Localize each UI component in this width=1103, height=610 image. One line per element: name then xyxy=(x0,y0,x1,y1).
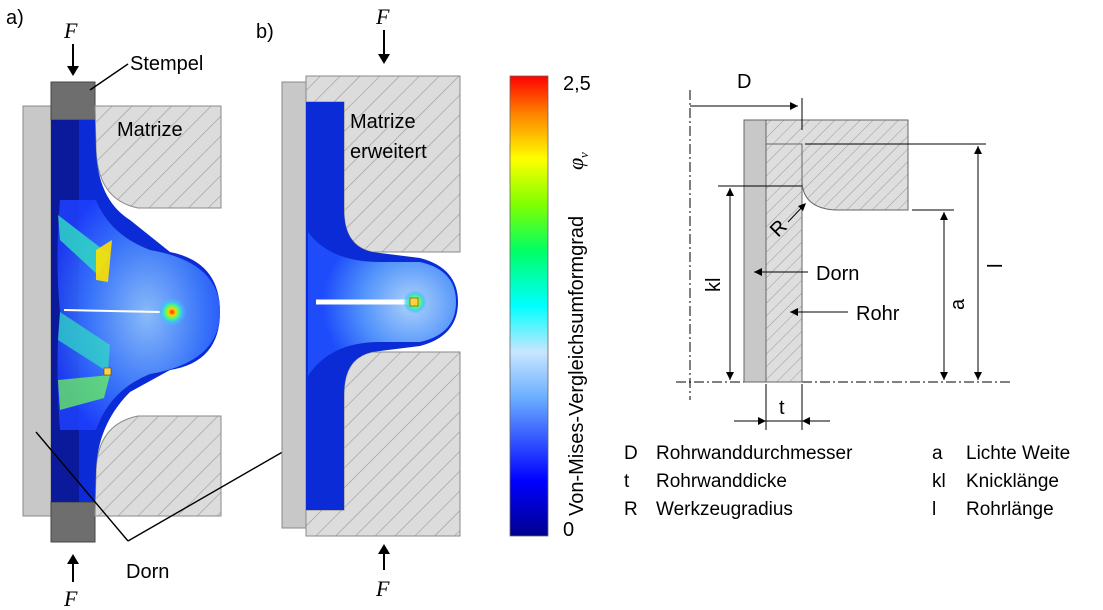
strain-band-a xyxy=(96,240,112,282)
matrize-label-b-1: Matrize xyxy=(350,111,416,133)
matrize-top-a xyxy=(94,105,222,209)
dorn-leader-a xyxy=(35,431,129,542)
arrow-head-icon xyxy=(378,544,390,554)
legend-text-R: Werkzeugradius xyxy=(656,499,793,520)
dim-l-label: l xyxy=(985,264,1007,268)
dim-t-label: t xyxy=(779,397,785,419)
strain-band-a xyxy=(58,312,110,372)
arrow-head-icon xyxy=(758,417,766,425)
panel-a: a) F Matrize Stempel F xyxy=(6,7,222,610)
dorn-schematic xyxy=(743,119,767,383)
schematic-rohr-label: Rohr xyxy=(856,303,900,325)
arrow-head-icon xyxy=(974,372,982,380)
dim-a-label: a xyxy=(947,298,969,310)
stempel-top xyxy=(50,81,96,121)
colorbar-symbol: φ xyxy=(563,158,588,170)
arrow-head-icon xyxy=(726,188,734,196)
legend-text-D: Rohrwanddurchmesser xyxy=(656,443,853,464)
dim-kl-label: kl xyxy=(703,278,725,292)
arrow-head-icon xyxy=(798,203,806,211)
legend: D Rohrwanddurchmesser t Rohrwanddicke R … xyxy=(624,443,1070,520)
legend-text-t: Rohrwanddicke xyxy=(656,471,787,492)
matrize-label-a: Matrize xyxy=(117,119,183,141)
panel-b-label: b) xyxy=(256,21,274,43)
dorn-leader-b xyxy=(127,449,287,542)
force-label-bottom-b: F xyxy=(375,576,390,601)
legend-text-kl: Knicklänge xyxy=(966,471,1059,492)
legend-text-l: Rohrlänge xyxy=(966,499,1054,520)
legend-sym-a: a xyxy=(932,443,943,464)
stempel-bottom xyxy=(50,501,96,543)
dorn-bar-a xyxy=(22,105,52,517)
arrow-head-icon xyxy=(67,554,79,564)
matrize-schematic xyxy=(765,119,909,211)
colorbar-min-label: 0 xyxy=(563,519,574,541)
arrow-head-icon xyxy=(754,268,762,276)
arrow-head-icon xyxy=(726,372,734,380)
arrow-head-icon xyxy=(974,146,982,154)
panel-a-label: a) xyxy=(6,7,24,29)
force-label-top-b: F xyxy=(375,4,390,29)
arrow-head-icon xyxy=(790,308,798,316)
arrow-head-icon xyxy=(940,212,948,220)
colorbar-title-group: Von-Mises-Vergleichsumformgrad xyxy=(566,216,588,516)
arrow-head-icon xyxy=(790,102,798,110)
legend-sym-kl: kl xyxy=(932,471,946,492)
colorbar-symbol-group: φ v xyxy=(563,152,591,170)
legend-sym-l: l xyxy=(932,499,936,520)
colorbar-scale xyxy=(509,75,549,537)
dim-D-label: D xyxy=(737,71,751,93)
arrow-head-icon xyxy=(67,66,79,76)
arrow-head-icon xyxy=(802,417,810,425)
matrize-bottom-a xyxy=(94,415,222,517)
panel-b: b) F Matrize erweitert F xyxy=(256,4,461,601)
colorbar-symbol-sub: v xyxy=(576,152,591,158)
dorn-label: Dorn xyxy=(126,561,169,583)
stempel-label: Stempel xyxy=(130,53,203,75)
legend-text-a: Lichte Weite xyxy=(966,443,1070,464)
force-label-top-a: F xyxy=(63,18,78,43)
dim-a-label-group: a xyxy=(947,298,969,310)
colorbar-title: Von-Mises-Vergleichsumformgrad xyxy=(566,216,588,516)
schematic-dorn-label: Dorn xyxy=(816,263,859,285)
rohr-schematic xyxy=(765,119,803,383)
legend-sym-t: t xyxy=(624,471,630,492)
arrow-head-icon xyxy=(378,54,390,64)
marker-b xyxy=(409,297,419,307)
dim-l-label-group: l xyxy=(985,264,1007,268)
crack-line-a xyxy=(63,309,161,313)
strain-band-a xyxy=(58,375,110,410)
legend-sym-R: R xyxy=(624,499,638,520)
marker-a xyxy=(103,367,112,376)
hotspot-a xyxy=(158,298,186,326)
dim-kl-label-group: kl xyxy=(703,278,725,292)
arrow-head-icon xyxy=(940,372,948,380)
force-label-bottom-a: F xyxy=(63,586,78,610)
colorbar-max-label: 2,5 xyxy=(563,73,591,95)
colorbar: 2,5 0 Von-Mises-Vergleichsumformgrad φ v xyxy=(509,73,591,541)
schematic: D kl R l a t xyxy=(676,71,1010,430)
legend-sym-D: D xyxy=(624,443,638,464)
matrize-label-b-2: erweitert xyxy=(350,141,427,163)
dorn-leaders: Dorn xyxy=(35,431,287,583)
dorn-bar-b xyxy=(281,81,307,529)
stempel-leader xyxy=(89,63,129,91)
